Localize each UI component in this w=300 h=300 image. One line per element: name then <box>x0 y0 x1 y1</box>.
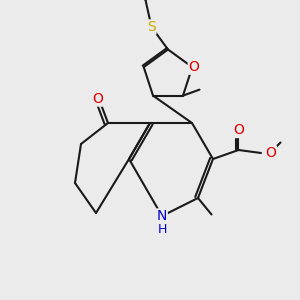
Text: O: O <box>266 146 276 160</box>
Text: O: O <box>233 124 244 137</box>
Text: O: O <box>92 92 103 106</box>
Text: O: O <box>188 60 199 74</box>
Text: S: S <box>147 20 156 34</box>
Text: N: N <box>157 209 167 223</box>
Text: H: H <box>157 223 167 236</box>
